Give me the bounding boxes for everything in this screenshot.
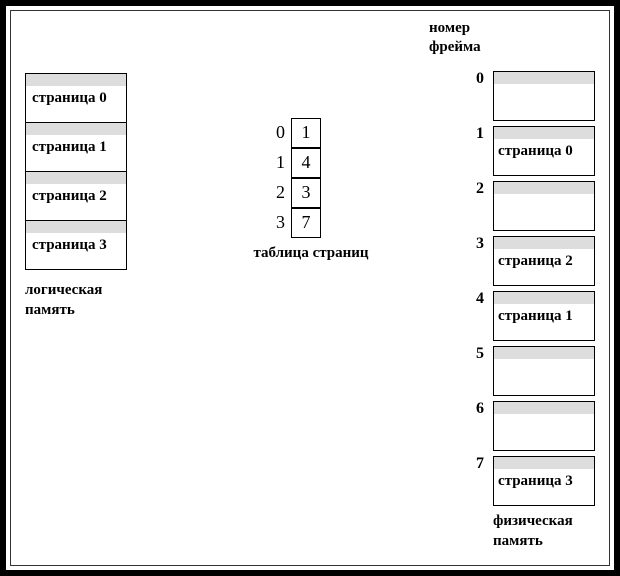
frame-shade: [494, 457, 594, 469]
physical-frame: 1 страница 0: [493, 126, 595, 176]
frame-number: 4: [476, 290, 484, 308]
physical-frame: 2: [493, 181, 595, 231]
diagram-frame: номер фрейма страница 0 страница 1 стран…: [0, 0, 620, 576]
page-shade: [26, 172, 126, 184]
physical-memory-col: 0 1 страница 0 2 3 страница 2 4: [493, 71, 595, 551]
logical-memory-col: страница 0 страница 1 страница 2 страниц…: [25, 73, 127, 320]
pt-index: 2: [267, 182, 291, 203]
page-table-row: 0 1: [267, 117, 391, 147]
logical-memory-caption: логическая память: [25, 281, 127, 320]
pt-value: 3: [291, 178, 321, 208]
pt-index: 1: [267, 152, 291, 173]
physical-frame: 4 страница 1: [493, 291, 595, 341]
page-label: страница 1: [32, 139, 107, 156]
physical-frame: 3 страница 2: [493, 236, 595, 286]
pt-value: 1: [291, 118, 321, 148]
physical-memory-caption: физическая память: [493, 512, 595, 551]
frame-number: 6: [476, 400, 484, 418]
pt-index: 0: [267, 122, 291, 143]
page-shade: [26, 123, 126, 135]
logical-page: страница 1: [25, 122, 127, 172]
frame-number: 3: [476, 235, 484, 253]
frame-label: страница 3: [498, 473, 573, 490]
physical-frame: 7 страница 3: [493, 456, 595, 506]
page-table-row: 1 4: [267, 147, 391, 177]
logical-page: страница 3: [25, 220, 127, 270]
page-table-row: 2 3: [267, 177, 391, 207]
frame-shade: [494, 292, 594, 304]
page-label: страница 2: [32, 188, 107, 205]
frame-number-label: номер фрейма: [429, 19, 481, 57]
frame-number: 0: [476, 70, 484, 88]
frame-shade: [494, 237, 594, 249]
pt-value: 7: [291, 208, 321, 238]
page-table-col: 0 1 1 4 2 3 3 7 таблица страниц: [267, 117, 391, 262]
frame-number: 5: [476, 345, 484, 363]
frame-label: страница 2: [498, 253, 573, 270]
page-table-row: 3 7: [267, 207, 391, 237]
frame-label: страница 0: [498, 143, 573, 160]
physical-frame: 0: [493, 71, 595, 121]
frame-shade: [494, 347, 594, 359]
page-label: страница 3: [32, 237, 107, 254]
frame-number: 7: [476, 455, 484, 473]
page-shade: [26, 221, 126, 233]
logical-page: страница 2: [25, 171, 127, 221]
page-label: страница 0: [32, 90, 107, 107]
frame-label: страница 1: [498, 308, 573, 325]
page-shade: [26, 74, 126, 86]
logical-page: страница 0: [25, 73, 127, 123]
frame-shade: [494, 402, 594, 414]
pt-index: 3: [267, 212, 291, 233]
frame-number: 2: [476, 180, 484, 198]
physical-frame: 5: [493, 346, 595, 396]
frame-shade: [494, 182, 594, 194]
pt-value: 4: [291, 148, 321, 178]
frame-shade: [494, 72, 594, 84]
physical-frame: 6: [493, 401, 595, 451]
diagram-inner: номер фрейма страница 0 страница 1 стран…: [10, 10, 610, 566]
frame-number: 1: [476, 125, 484, 143]
page-table-caption: таблица страниц: [231, 245, 391, 262]
frame-shade: [494, 127, 594, 139]
